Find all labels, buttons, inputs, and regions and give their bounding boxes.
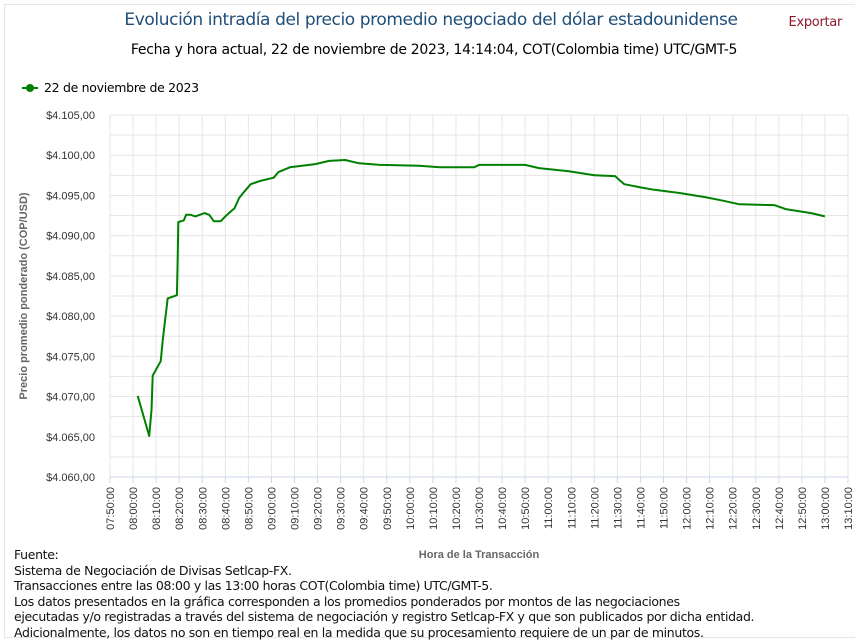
x-axis: 07:50:00 08:00:00 08:10:00 08:20:00 08:30:00… — [105, 476, 855, 530]
y-tick-label: $4.095,00 — [46, 190, 95, 202]
x-tick-label: 08:00:00 — [128, 487, 140, 530]
y-tick-label: $4.075,00 — [46, 351, 95, 363]
x-tick-label: 09:00:00 — [266, 487, 278, 530]
x-tick-label: 07:50:00 — [105, 487, 117, 530]
x-tick-label: 09:40:00 — [359, 487, 371, 530]
y-tick-label: $4.070,00 — [46, 392, 95, 404]
y-tick-label: $4.065,00 — [46, 432, 95, 444]
grid — [109, 114, 849, 478]
x-tick-label: 10:10:00 — [428, 487, 440, 530]
x-tick-label: 10:30:00 — [474, 487, 486, 530]
export-button[interactable]: Exportar — [788, 15, 843, 30]
x-tick-label: 13:00:00 — [820, 487, 832, 530]
y-axis-title: Precio promedio ponderado (COP/USD) — [18, 192, 30, 400]
x-tick-label: 12:10:00 — [705, 487, 717, 530]
y-tick-label: $4.100,00 — [46, 150, 95, 162]
notes-line: Adicionalmente, los datos no son en tiem… — [14, 624, 704, 640]
x-tick-label: 12:00:00 — [682, 487, 694, 530]
x-tick-label: 11:00:00 — [543, 487, 555, 529]
series-line — [136, 159, 826, 437]
x-tick-label: 08:20:00 — [174, 487, 186, 530]
x-tick-label: 09:10:00 — [290, 487, 302, 530]
notes-line: Sistema de Negociación de Divisas Setlca… — [14, 562, 292, 578]
chart-subtitle: Fecha y hora actual, 22 de noviembre de … — [130, 42, 738, 58]
x-tick-label: 11:30:00 — [612, 487, 624, 529]
x-tick-label: 12:40:00 — [774, 487, 786, 530]
x-tick-label: 09:20:00 — [313, 487, 325, 530]
x-tick-label: 08:30:00 — [197, 487, 209, 530]
x-tick-label: 13:10:00 — [843, 487, 855, 530]
x-tick-label: 09:50:00 — [382, 487, 394, 530]
y-tick-label: $4.080,00 — [46, 311, 95, 323]
notes-line: Transacciones entre las 08:00 y las 13:0… — [14, 578, 493, 593]
x-tick-label: 11:40:00 — [635, 487, 647, 529]
x-tick-label: 11:50:00 — [659, 487, 671, 529]
legend-marker-icon — [22, 83, 38, 92]
x-tick-label: 10:50:00 — [520, 487, 532, 530]
x-tick-label: 11:10:00 — [566, 487, 578, 529]
x-tick-label: 10:00:00 — [405, 487, 417, 530]
x-tick-label: 12:30:00 — [751, 487, 763, 530]
x-tick-label: 10:20:00 — [451, 487, 463, 530]
x-tick-label: 12:20:00 — [728, 487, 740, 530]
notes-line: ejecutadas y/o registradas a través del … — [14, 609, 755, 624]
chart-frame — [4, 4, 855, 638]
y-tick-label: $4.085,00 — [46, 271, 95, 283]
source-notes: Fuente: Sistema de Negociación de Divisa… — [14, 547, 755, 640]
x-tick-label: 08:40:00 — [220, 487, 232, 530]
x-tick-label: 09:30:00 — [336, 487, 348, 530]
y-tick-label: $4.105,00 — [46, 110, 95, 122]
legend-label: 22 de noviembre de 2023 — [44, 80, 199, 95]
x-tick-label: 10:40:00 — [497, 487, 509, 530]
y-axis: $4.105,00 $4.100,00 $4.095,00 $4.090,00 $4.0… — [46, 110, 95, 484]
x-tick-label: 12:50:00 — [797, 487, 809, 530]
x-tick-label: 11:20:00 — [589, 487, 601, 529]
notes-line: Los datos presentados en la gráfica corr… — [14, 593, 680, 609]
x-tick-label: 08:10:00 — [151, 487, 163, 530]
legend-item[interactable]: 22 de noviembre de 2023 — [22, 80, 199, 95]
y-tick-label: $4.060,00 — [46, 472, 95, 484]
y-tick-label: $4.090,00 — [46, 231, 95, 243]
chart-title: Evolución intradía del precio promedio n… — [124, 10, 738, 30]
notes-heading: Fuente: — [14, 547, 59, 562]
x-axis-title: Hora de la Transacción — [419, 549, 540, 561]
x-tick-label: 08:50:00 — [243, 487, 255, 530]
